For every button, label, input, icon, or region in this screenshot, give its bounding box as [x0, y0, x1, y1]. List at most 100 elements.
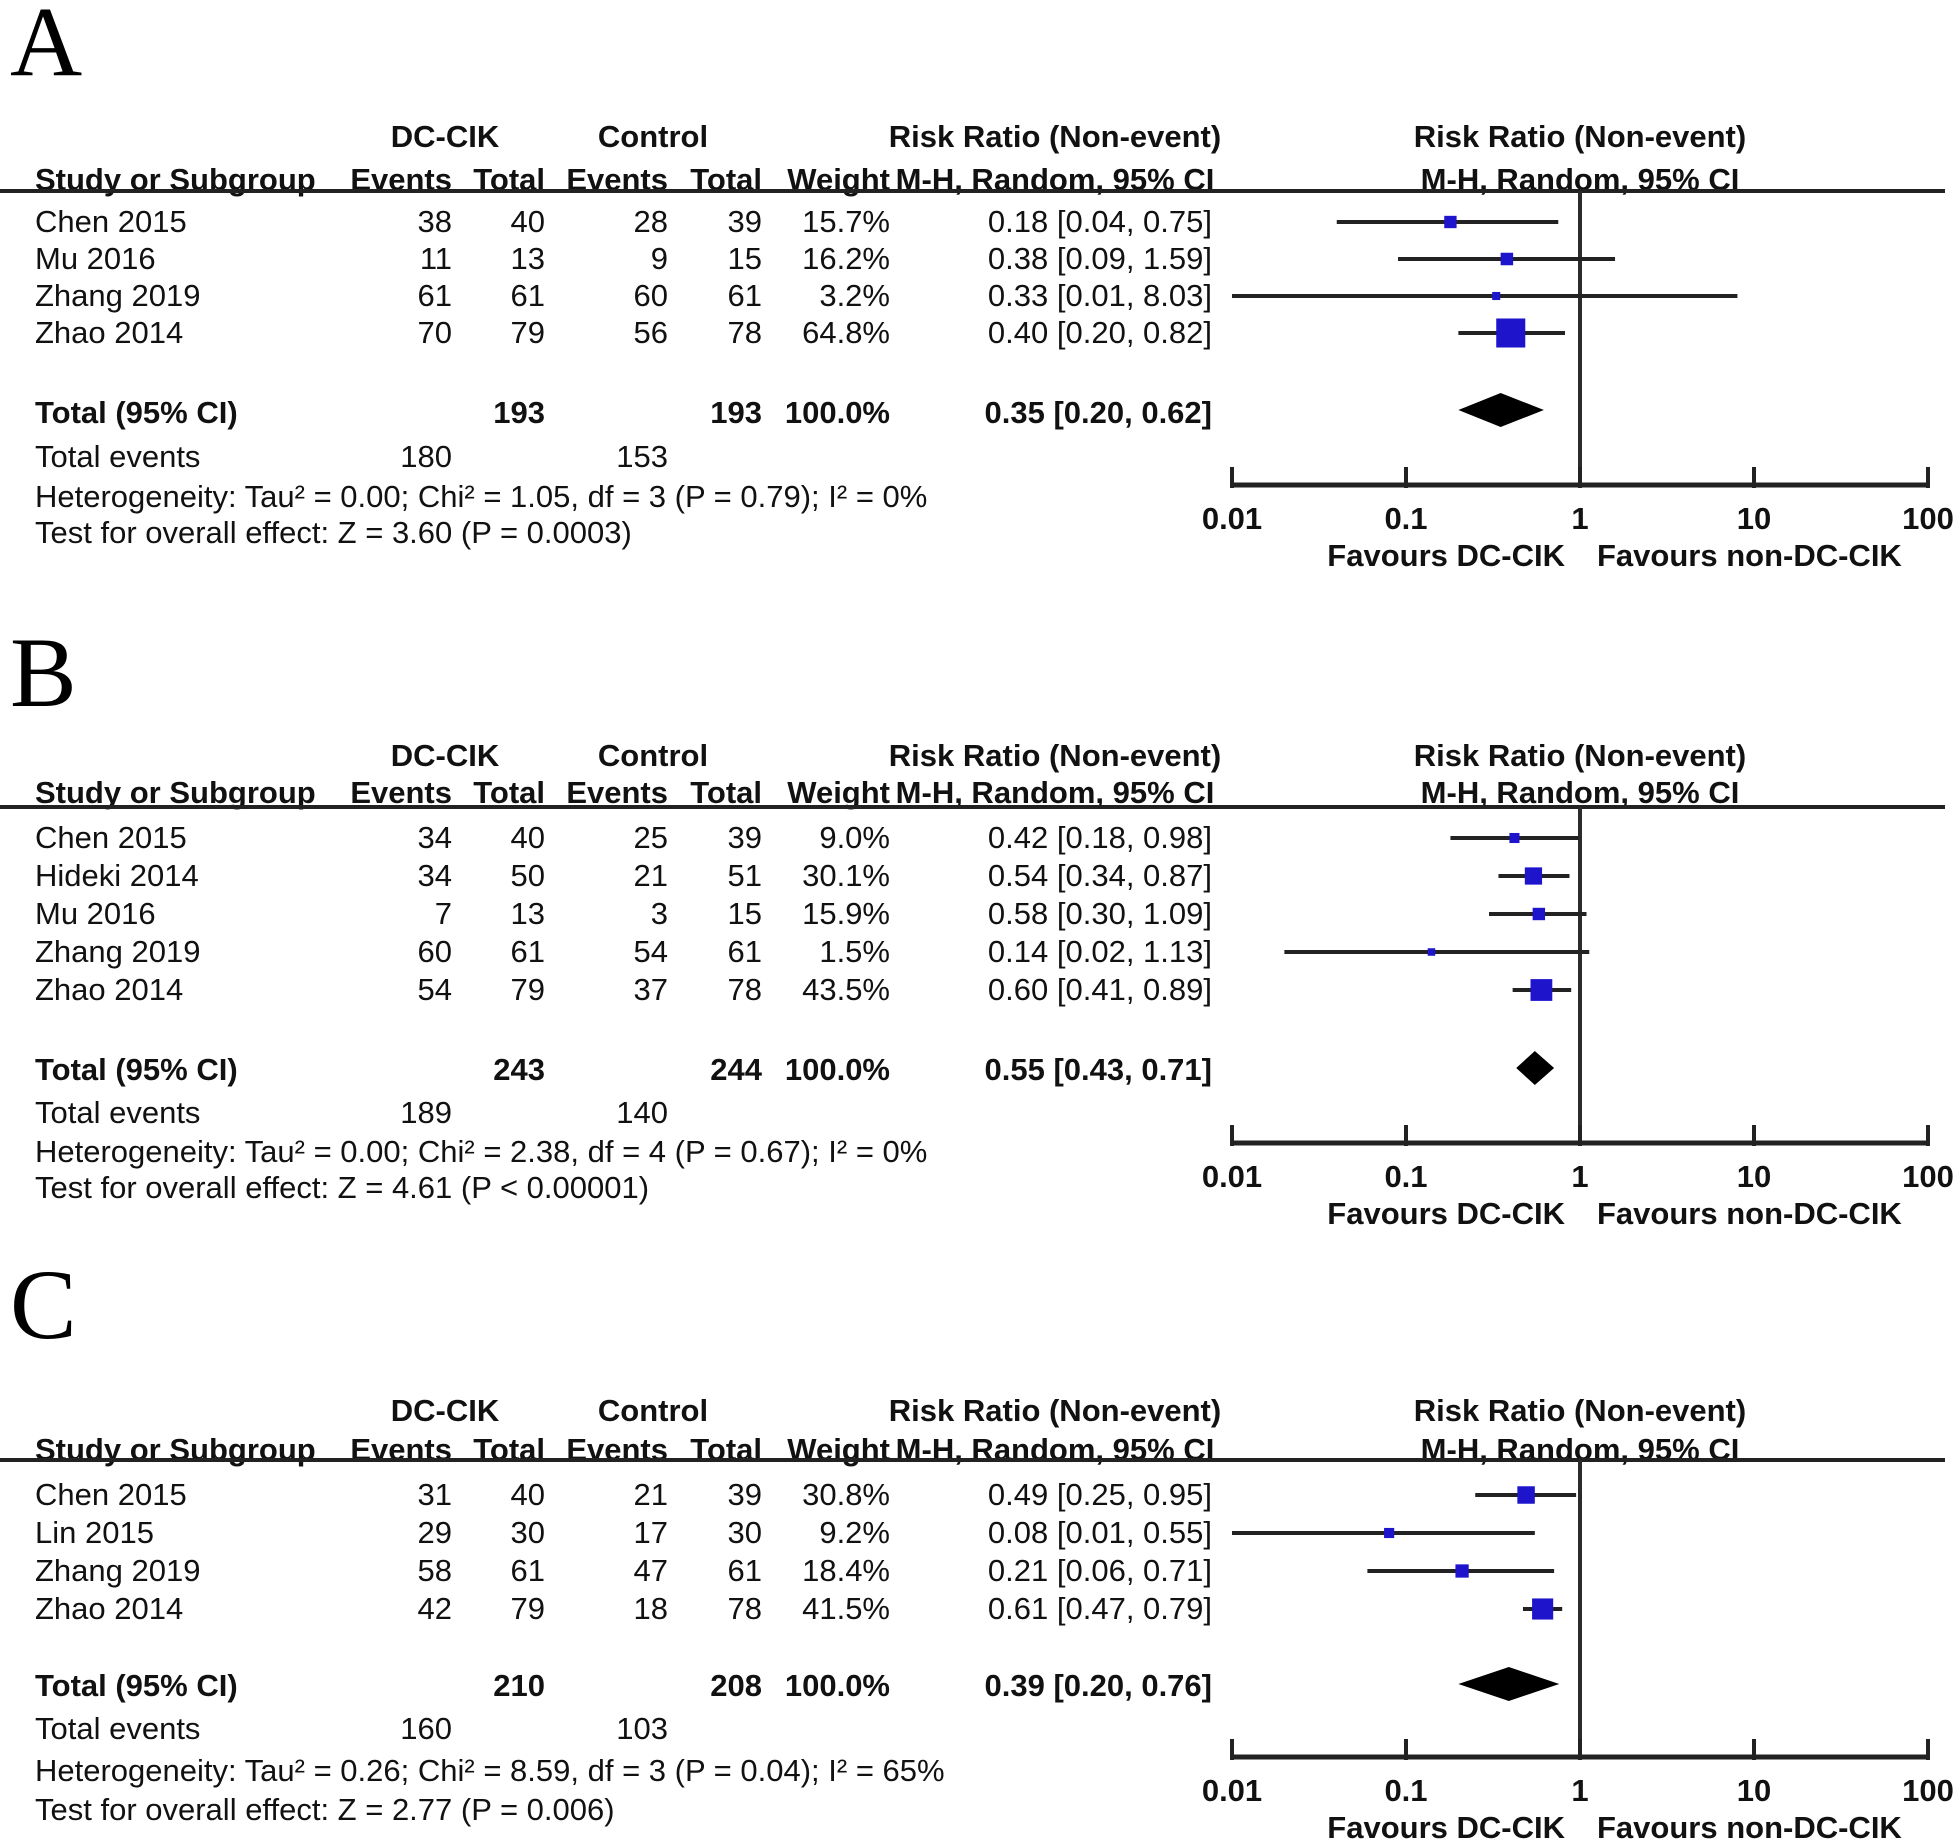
row-study: Chen 2015	[35, 1477, 187, 1512]
effect-square	[1532, 907, 1546, 921]
row-dc_events: 60	[417, 934, 452, 969]
heterogeneity-text: Heterogeneity: Tau² = 0.00; Chi² = 1.05,…	[35, 479, 928, 514]
axis-tick-label: 10	[1737, 1773, 1771, 1808]
axis-tick-label: 0.01	[1202, 1773, 1262, 1808]
row-dc_total: 40	[510, 1477, 545, 1512]
col-header-mh-ci: M-H, Random, 95% CI	[895, 775, 1215, 810]
row-dc_events: 70	[417, 315, 452, 350]
row-dc_total: 61	[510, 278, 545, 313]
row-ctrl_total: 30	[727, 1515, 762, 1550]
row-dc_total: 13	[510, 241, 545, 276]
row-weight: 30.1%	[802, 858, 890, 893]
row-ctrl_total: 39	[727, 820, 762, 855]
total-events-label: Total events	[35, 439, 201, 474]
overall-effect-text: Test for overall effect: Z = 2.77 (P = 0…	[35, 1792, 615, 1827]
row-study: Mu 2016	[35, 896, 156, 931]
row-dc_events: 61	[417, 278, 452, 313]
row-study: Hideki 2014	[35, 858, 199, 893]
row-weight: 30.8%	[802, 1477, 890, 1512]
group-header-control: Control	[597, 119, 709, 154]
col-header-study: Study or Subgroup	[35, 775, 316, 810]
row-dc_events: 34	[417, 820, 452, 855]
effect-square	[1492, 291, 1501, 301]
total-ci-text: 0.55 [0.43, 0.71]	[984, 1052, 1213, 1087]
row-dc_total: 79	[510, 315, 545, 350]
row-ctrl_events: 9	[650, 241, 668, 276]
favours-left-label: Favours DC-CIK	[1327, 1810, 1565, 1845]
col-header-mh-ci-plot: M-H, Random, 95% CI	[1420, 775, 1740, 810]
effect-square	[1384, 1527, 1395, 1539]
row-dc_events: 38	[417, 204, 452, 239]
group-header-control: Control	[597, 1393, 709, 1428]
row-ctrl_total: 15	[727, 241, 762, 276]
row-study: Zhao 2014	[35, 972, 184, 1007]
total-label: Total (95% CI)	[35, 1052, 238, 1087]
total-events-dc: 189	[400, 1095, 452, 1130]
panel-label: A	[10, 0, 83, 97]
col-header-dc-total: Total	[473, 775, 545, 810]
row-ctrl_events: 3	[650, 896, 668, 931]
effect-square	[1496, 318, 1526, 348]
row-weight: 43.5%	[802, 972, 890, 1007]
row-rr_text: 0.18 [0.04, 0.75]	[987, 204, 1212, 239]
row-rr_text: 0.54 [0.34, 0.87]	[987, 858, 1212, 893]
total-weight: 100.0%	[784, 1052, 890, 1087]
row-dc_events: 31	[417, 1477, 452, 1512]
effect-square	[1509, 832, 1520, 844]
axis-tick-label: 0.1	[1384, 1773, 1427, 1808]
row-weight: 16.2%	[802, 241, 890, 276]
row-rr_text: 0.60 [0.41, 0.89]	[987, 972, 1212, 1007]
row-ctrl_events: 17	[633, 1515, 668, 1550]
overall-effect-text: Test for overall effect: Z = 3.60 (P = 0…	[35, 515, 632, 550]
row-study: Zhao 2014	[35, 1591, 184, 1626]
row-ctrl_total: 39	[727, 1477, 762, 1512]
pooled-diamond	[1516, 1051, 1555, 1085]
row-weight: 18.4%	[802, 1553, 890, 1588]
favours-right-label: Favours non-DC-CIK	[1597, 1196, 1902, 1231]
row-dc_events: 29	[417, 1515, 452, 1550]
total-events-ctrl: 153	[616, 439, 668, 474]
panel-label: B	[10, 617, 77, 728]
rr-title-plot-column: Risk Ratio (Non-event)	[1413, 738, 1747, 773]
row-ctrl_events: 47	[633, 1553, 668, 1588]
col-header-ctrl-events: Events	[566, 775, 668, 810]
col-header-dc-events: Events	[350, 775, 452, 810]
col-header-mh-ci-plot: M-H, Random, 95% CI	[1420, 162, 1740, 197]
axis-tick-label: 10	[1737, 1159, 1771, 1194]
total-ctrl-total: 244	[710, 1052, 762, 1087]
row-rr_text: 0.42 [0.18, 0.98]	[987, 820, 1212, 855]
row-dc_events: 42	[417, 1591, 452, 1626]
axis-tick-label: 0.1	[1384, 501, 1427, 536]
row-rr_text: 0.33 [0.01, 8.03]	[987, 278, 1212, 313]
total-events-label: Total events	[35, 1095, 201, 1130]
row-ctrl_events: 37	[633, 972, 668, 1007]
total-ci-text: 0.39 [0.20, 0.76]	[984, 1668, 1213, 1703]
heterogeneity-text: Heterogeneity: Tau² = 0.00; Chi² = 2.38,…	[35, 1134, 928, 1169]
row-rr_text: 0.21 [0.06, 0.71]	[987, 1553, 1212, 1588]
row-study: Zhao 2014	[35, 315, 184, 350]
effect-square	[1427, 948, 1436, 956]
col-header-weight: Weight	[787, 775, 890, 810]
effect-square	[1455, 1564, 1469, 1578]
effect-square	[1517, 1486, 1535, 1504]
row-weight: 15.9%	[802, 896, 890, 931]
row-dc_total: 40	[510, 204, 545, 239]
axis-tick-label: 1	[1571, 501, 1588, 536]
row-weight: 1.5%	[819, 934, 890, 969]
col-header-mh-ci: M-H, Random, 95% CI	[895, 1432, 1215, 1467]
row-dc_events: 11	[419, 241, 452, 276]
axis-tick-label: 0.01	[1202, 501, 1262, 536]
row-ctrl_total: 61	[727, 1553, 762, 1588]
rr-title-plot-column: Risk Ratio (Non-event)	[1413, 1393, 1747, 1428]
row-rr_text: 0.14 [0.02, 1.13]	[987, 934, 1212, 969]
row-ctrl_total: 15	[727, 896, 762, 931]
row-ctrl_total: 78	[727, 972, 762, 1007]
total-dc-total: 243	[493, 1052, 545, 1087]
row-ctrl_total: 78	[727, 315, 762, 350]
group-header-dccik: DC-CIK	[390, 119, 500, 154]
row-dc_events: 34	[417, 858, 452, 893]
col-header-ctrl-total: Total	[690, 775, 762, 810]
axis-tick-label: 0.01	[1202, 1159, 1262, 1194]
total-label: Total (95% CI)	[35, 395, 238, 430]
